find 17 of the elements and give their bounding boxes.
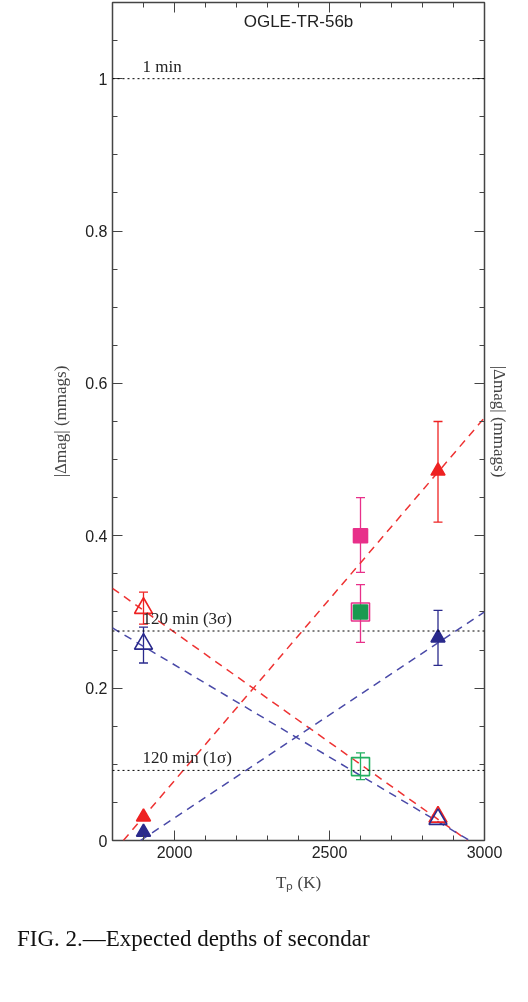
- x-tick-label: 2000: [156, 843, 193, 861]
- x-axis-title: Tₚ (K): [275, 872, 322, 893]
- ref-line-label: 120 min (1σ): [142, 748, 232, 768]
- ref-line-label: 120 min (3σ): [142, 609, 232, 628]
- ref-line-label: 1 min: [142, 56, 183, 76]
- y-tick-label: 0.6: [85, 375, 108, 393]
- x-tick-label: 3000: [466, 843, 503, 861]
- text: OGLE-TR-56b: [243, 11, 354, 31]
- y-tick-label: 0.4: [85, 527, 108, 545]
- y-axis-title: |Δmag| (mmags): [51, 365, 71, 478]
- y-tick-label: 0: [98, 832, 108, 850]
- y-tick-label: 0.2: [85, 680, 108, 698]
- y2-axis-title: |Δmag| (mmags): [489, 365, 509, 478]
- caption: FIG. 2.—Expected depths of secondar: [17, 925, 370, 953]
- y-tick-label: 1: [98, 70, 108, 88]
- x-tick-label: 2500: [311, 843, 348, 861]
- y-tick-label: 0.8: [85, 223, 108, 241]
